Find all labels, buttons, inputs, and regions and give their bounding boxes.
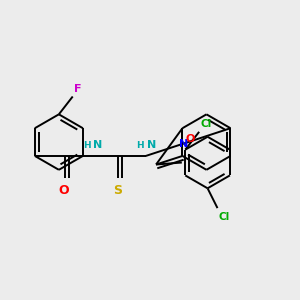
Text: F: F — [74, 83, 81, 94]
Text: N: N — [179, 139, 188, 149]
Text: N: N — [93, 140, 103, 150]
Text: O: O — [185, 134, 195, 144]
Text: Cl: Cl — [218, 212, 230, 222]
Text: O: O — [58, 184, 69, 197]
Text: H: H — [136, 141, 144, 150]
Text: Cl: Cl — [200, 119, 212, 129]
Text: N: N — [147, 140, 156, 150]
Text: H: H — [83, 141, 90, 150]
Text: S: S — [113, 184, 122, 197]
